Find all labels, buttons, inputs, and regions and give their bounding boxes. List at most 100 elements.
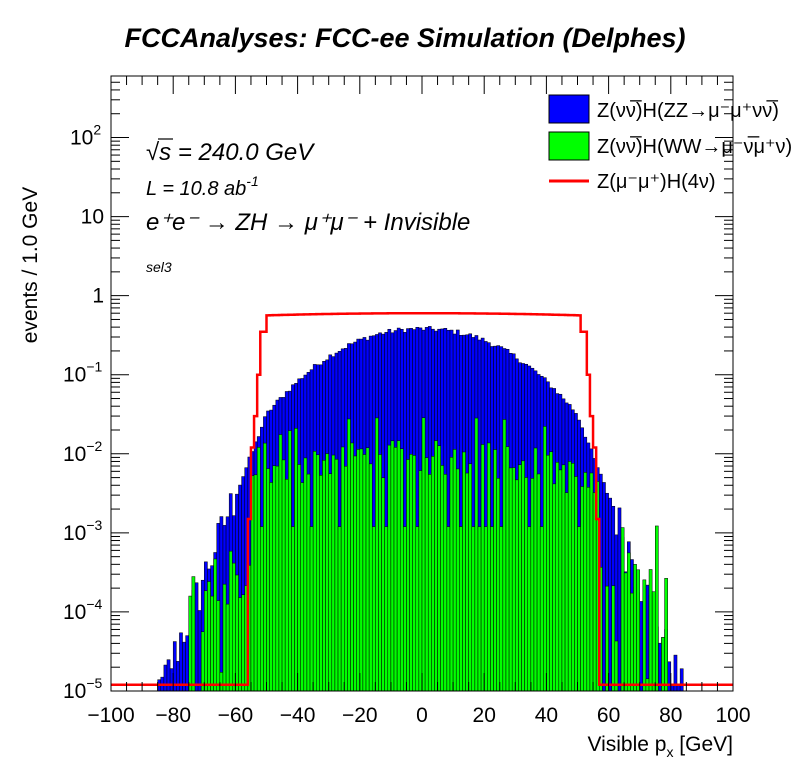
bar-ww [487,442,491,692]
bar-ww [648,569,653,692]
bar-zz [194,582,199,692]
bar-ww [316,454,320,692]
sqrt-symbol: √ [146,139,160,166]
bar-ww [543,426,547,692]
bar-zz [608,497,612,692]
bar-ww [269,482,273,692]
bar-zz [219,516,224,692]
bar-ww [387,444,392,692]
bar-ww [375,417,379,692]
bar-ww [390,440,395,692]
bar-ww [222,583,227,692]
bar-ww [325,453,329,692]
bar-ww [459,526,463,692]
y-axis-label: events / 1.0 GeV [19,187,42,343]
bar-ww [188,595,193,692]
bar-ww [291,526,295,692]
bar-zz [179,632,183,692]
bar-ww [191,576,196,692]
bar-ww [431,456,435,692]
bar-ww [204,590,208,692]
bar-ww [455,468,460,692]
x-tick-label: −40 [280,704,316,727]
bar-ww [655,525,659,692]
y-tick-label: 102 [70,122,101,150]
bar-ww [253,474,258,692]
bar-ww [319,475,323,692]
bar-ww [661,637,665,692]
bar-ww [228,550,233,692]
bar-ww [288,430,292,692]
bar-ww [362,454,367,692]
bar-ww [536,473,541,692]
legend-label-nu: Z(μ⁻μ⁺)H(4ν) [597,171,716,193]
bar-ww [496,478,501,692]
annotation-lumi: L = 10.8 ab-1 [146,173,259,200]
bar-ww [440,465,445,692]
bar-ww [468,463,473,692]
bar-ww [539,526,544,692]
bar-ww [574,476,578,692]
bar-ww [241,594,245,692]
bar-ww [549,451,553,692]
bar-ww [284,478,289,692]
bar-ww [421,417,426,692]
bar-ww [620,527,625,692]
bar-zz [679,668,684,692]
bar-ww [508,467,513,692]
annotation-process: e⁺e⁻ → ZH → μ⁺μ⁻ + Invisible [146,209,470,236]
bar-ww [437,445,441,692]
x-axis: −100 −80 −60 −40 −20 0 20 40 60 80 100 [87,76,751,727]
bar-ww [564,492,569,692]
bar-ww [399,448,404,692]
bar-zz [602,482,606,692]
bar-zz [645,584,650,692]
line-nu [111,311,733,686]
bar-ww [396,440,401,692]
bar-ww [511,467,516,692]
x-tick-label: 80 [659,704,682,727]
bar-ww [583,472,588,692]
bar-ww [561,464,566,692]
bar-ww [297,464,301,692]
bar-ww [334,458,339,692]
bar-ww [636,569,640,692]
bar-ww [210,595,214,692]
bar-ww [344,465,348,692]
bar-ww [300,482,305,692]
bar-ww [281,459,286,692]
bar-ww [303,457,308,692]
bar-ww [623,572,628,692]
y-tick-label: 10 [81,206,104,229]
bar-ww [238,597,242,692]
bar-ww [630,592,634,692]
x-tick-label: −80 [155,704,191,727]
chart-title: FCCAnalyses: FCC-ee Simulation (Delphes) [124,23,685,53]
bar-ww [515,479,519,692]
bar-ww [580,486,584,692]
bar-ww [477,526,482,692]
bar-ww [471,526,476,692]
bar-ww [347,418,351,692]
annotation-sqrt-s: √s = 240.0 GeV [146,139,315,166]
x-tick-label: 40 [535,704,558,727]
y-tick-label: 10−1 [63,359,103,387]
bar-ww [524,477,528,692]
legend-swatch-zz [548,94,590,124]
bar-ww [340,446,345,692]
bar-ww [213,558,217,692]
bar-ww [490,526,494,692]
bar-ww [664,578,668,692]
legend-swatch-ww [548,131,590,161]
bar-ww [589,472,594,692]
bar-ww [427,474,432,692]
bar-ww [558,469,563,692]
y-axis: 10−5 10−4 10−3 10−2 10−1 1 10 102 [63,75,733,703]
y-tick-label: 10−5 [63,675,103,703]
x-tick-label: 100 [715,704,750,727]
bar-ww [393,447,398,692]
bar-zz [176,661,180,692]
bar-ww [452,449,457,692]
bar-ww [552,483,556,692]
